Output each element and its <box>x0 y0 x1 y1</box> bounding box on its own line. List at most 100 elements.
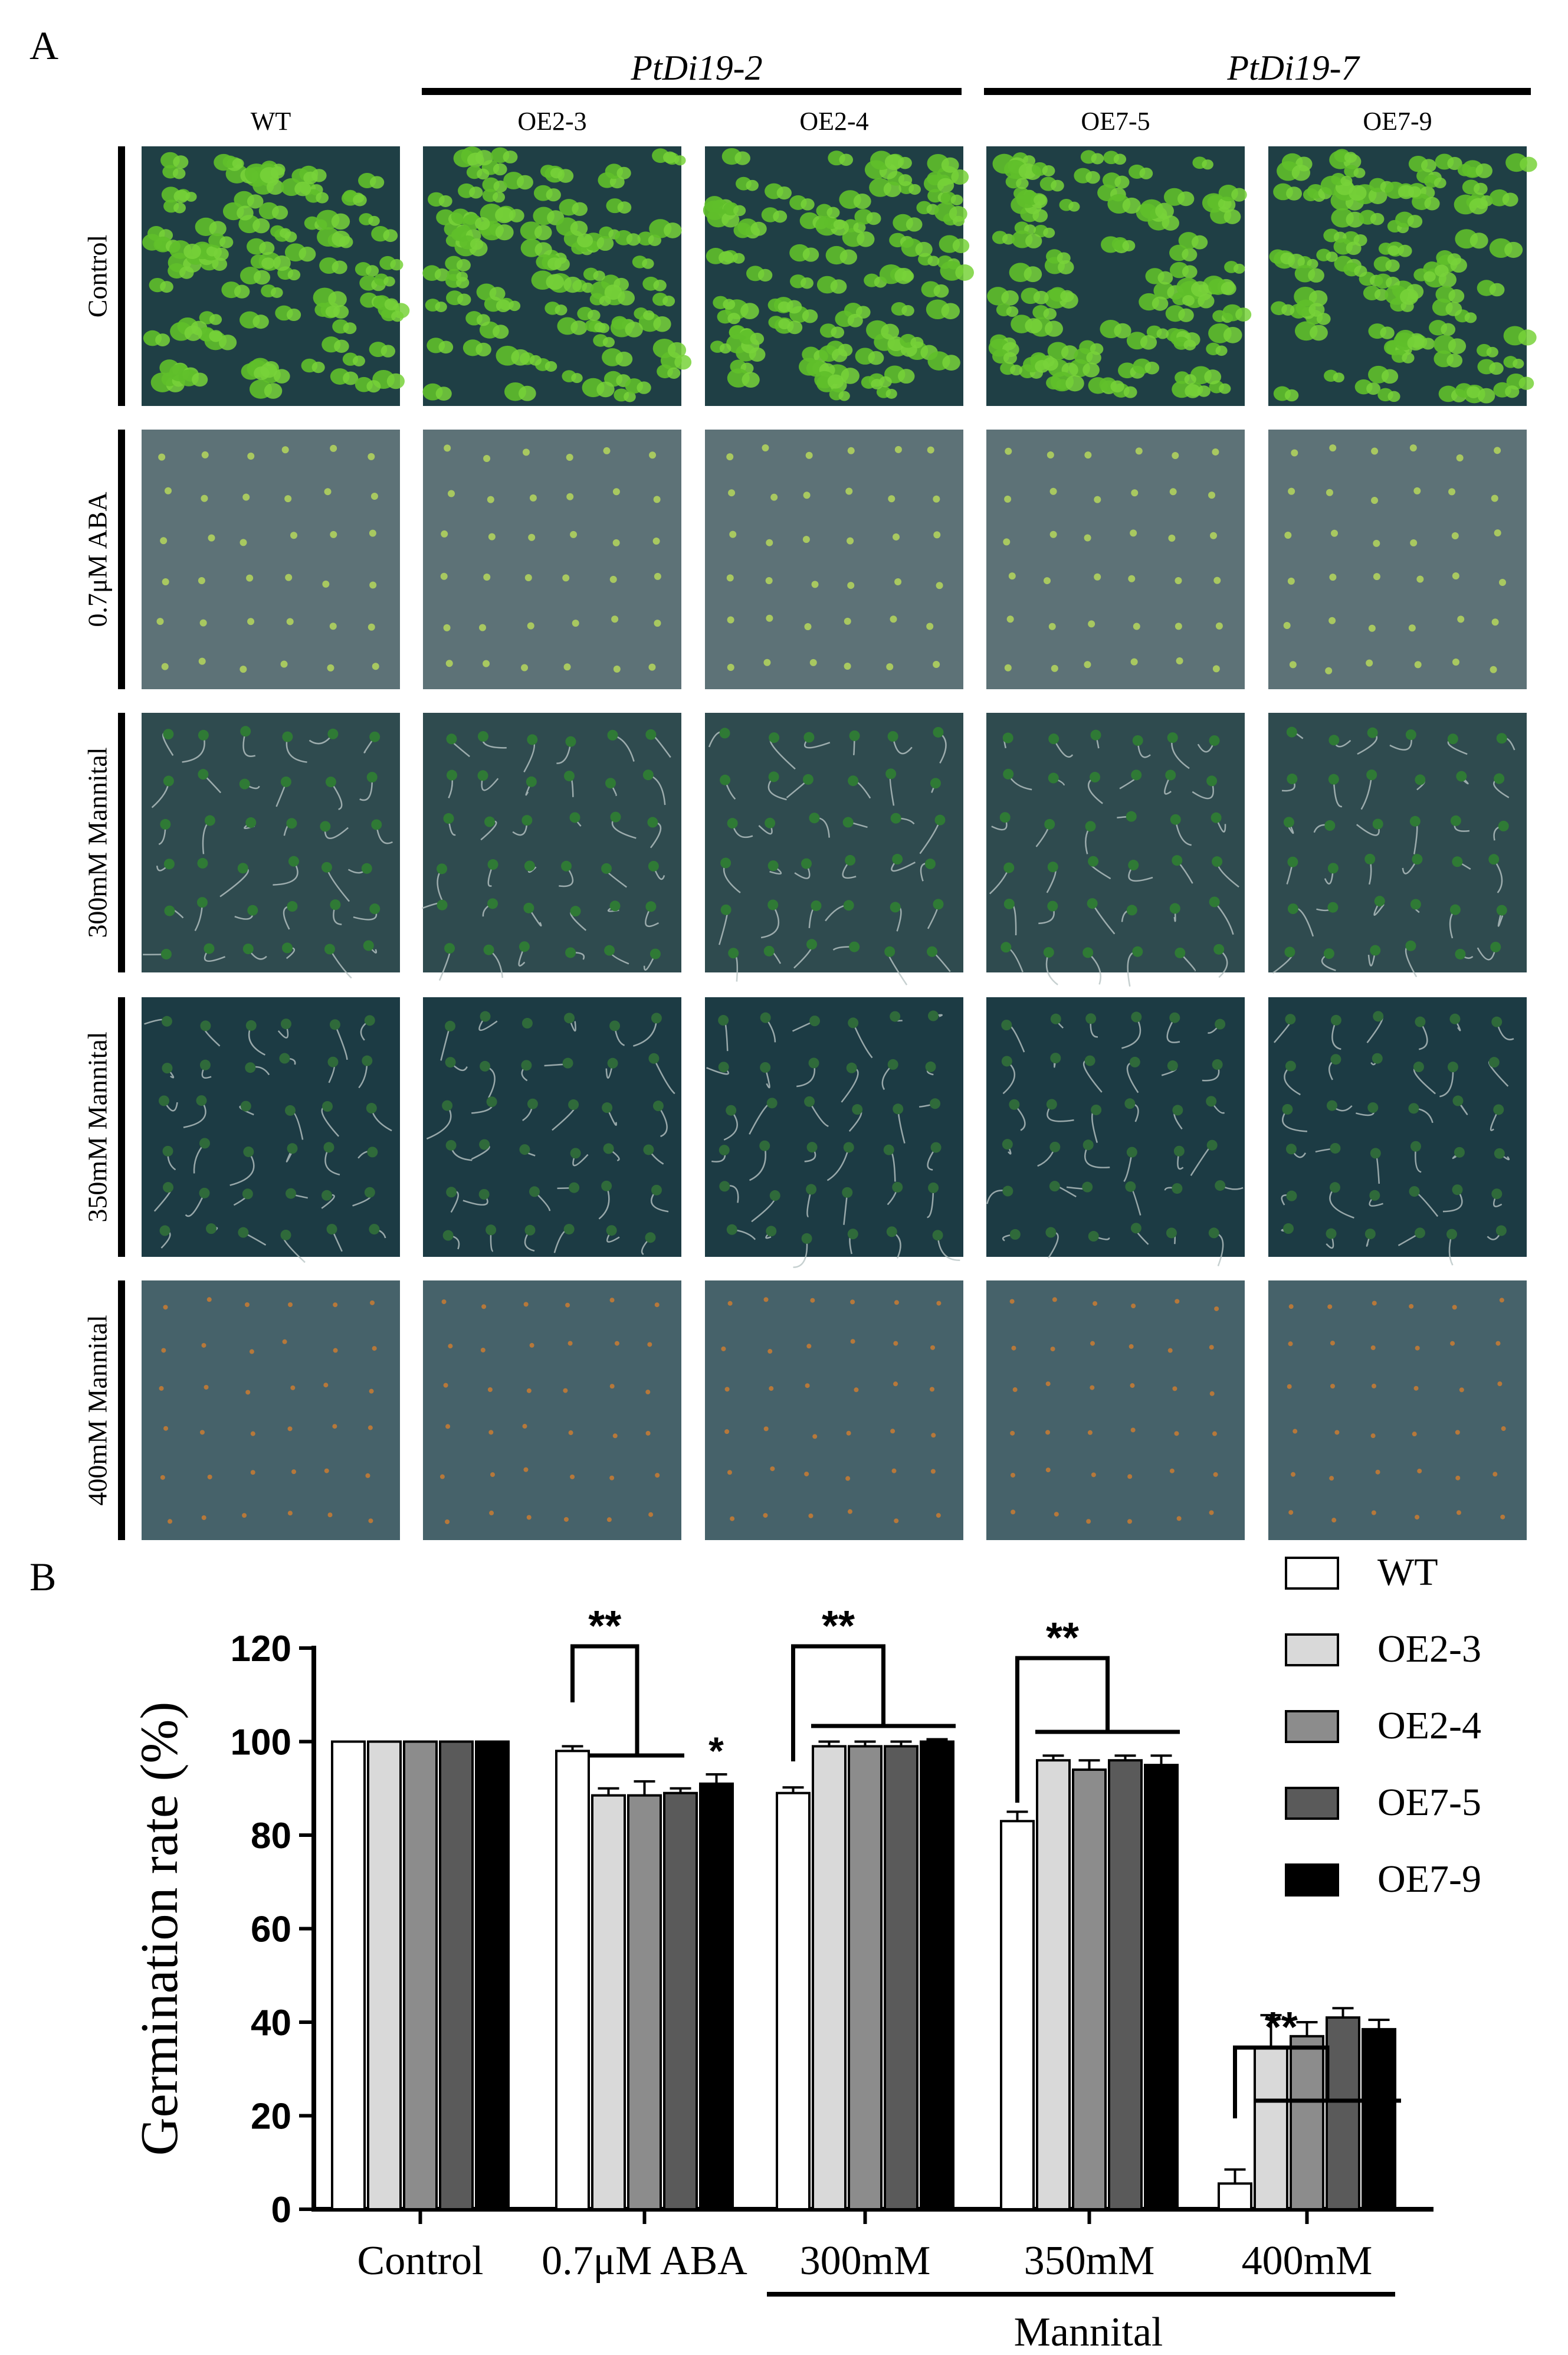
seedling <box>728 489 736 497</box>
seedling <box>936 1301 942 1306</box>
seedling <box>1497 1381 1503 1387</box>
seedling <box>368 1425 373 1430</box>
seedling <box>1334 1430 1340 1435</box>
seedling <box>1215 1180 1226 1191</box>
seedling <box>480 1348 486 1353</box>
seedling <box>1172 1386 1177 1391</box>
seedling <box>1353 168 1366 178</box>
plate-background <box>142 713 400 972</box>
x-tick-label: 300mM <box>800 2238 931 2284</box>
seedling <box>1172 855 1183 866</box>
seedling <box>1409 1303 1414 1309</box>
seedling <box>456 271 468 282</box>
seedling <box>1456 454 1464 462</box>
seedling <box>1167 1348 1173 1353</box>
seedling <box>1042 165 1055 177</box>
legend: WT OE2-3 OE2-4 OE7-5 OE7-9 <box>1285 1551 1481 1901</box>
seedling <box>766 1226 777 1237</box>
seedling <box>243 1146 254 1157</box>
seedling <box>1025 234 1042 248</box>
seedling <box>1447 1062 1458 1073</box>
seedling <box>1494 447 1501 454</box>
seedling-plate <box>422 146 692 406</box>
seedling <box>723 299 736 310</box>
seedling <box>1135 447 1143 455</box>
seedling <box>445 1424 451 1429</box>
seedling <box>1445 302 1462 316</box>
seedling <box>1213 944 1225 955</box>
seedling <box>572 620 579 627</box>
seedling <box>521 815 533 826</box>
seedling <box>324 1468 329 1473</box>
seedling <box>767 1349 773 1354</box>
panel-b: B 0 20 40 60 80 100 120 Germination rate (%) Con… <box>29 1551 1481 2355</box>
seedling <box>925 1061 936 1072</box>
seedling <box>1051 179 1064 192</box>
seedling <box>285 574 293 581</box>
seedling <box>898 369 915 384</box>
seedling <box>603 1143 614 1154</box>
seedling <box>1284 532 1292 539</box>
seedling <box>759 1140 770 1151</box>
seedling <box>480 1011 491 1022</box>
seedling <box>1144 361 1160 375</box>
seedling <box>809 659 817 666</box>
seedling <box>448 1344 453 1349</box>
seedling <box>1448 338 1467 354</box>
seedling <box>812 1434 818 1439</box>
seedling <box>1455 1430 1460 1435</box>
plate-background <box>1268 430 1527 689</box>
seedling <box>833 219 845 230</box>
seedling-plate <box>1268 997 1527 1266</box>
seedling <box>1407 336 1424 351</box>
seedling <box>163 1305 168 1310</box>
seedling <box>612 1433 618 1439</box>
seedling <box>924 859 936 870</box>
seedling <box>674 155 686 166</box>
seedling <box>773 210 788 223</box>
seedling <box>606 1517 612 1522</box>
seedling <box>442 1230 454 1241</box>
seedling <box>332 230 350 247</box>
seedling <box>763 1426 769 1432</box>
seedling <box>1043 946 1054 958</box>
seedling <box>1370 1148 1381 1159</box>
seedling <box>719 251 734 265</box>
seedling <box>1033 290 1049 304</box>
seedling <box>928 1182 939 1193</box>
seedling <box>802 774 813 785</box>
seedling <box>729 530 737 538</box>
seedling <box>853 193 871 209</box>
seedling <box>1415 1227 1426 1239</box>
seedling <box>1410 1141 1421 1152</box>
germination-chart: 0 20 40 60 80 100 120 Germination rate (%) Contr… <box>130 1603 1433 2355</box>
seedling <box>1415 1515 1420 1520</box>
seedling <box>1049 530 1057 538</box>
seedling <box>1003 538 1011 546</box>
seedling <box>441 1299 447 1305</box>
seedling <box>1091 1104 1102 1115</box>
seedling <box>570 906 581 917</box>
seedling <box>1006 615 1014 623</box>
seedling <box>610 811 621 823</box>
seedling <box>1370 945 1381 956</box>
seedling <box>727 1470 732 1475</box>
seedling <box>1128 575 1136 582</box>
seedling <box>898 174 913 186</box>
seedling <box>260 167 279 184</box>
seedling <box>1131 1303 1136 1309</box>
seedling-root <box>229 1151 255 1186</box>
seedling <box>330 899 341 910</box>
seedling <box>727 663 734 671</box>
significance-mark: ** <box>822 1603 855 1650</box>
seedling <box>1165 769 1176 781</box>
seedling <box>1126 905 1137 916</box>
seedling <box>364 1187 375 1198</box>
seedling <box>1173 1145 1185 1157</box>
seedling <box>655 1473 660 1478</box>
seedling <box>1287 903 1298 915</box>
seedling <box>1152 296 1169 311</box>
seedling <box>534 225 552 241</box>
seedling <box>910 337 924 349</box>
seedling <box>437 863 448 874</box>
